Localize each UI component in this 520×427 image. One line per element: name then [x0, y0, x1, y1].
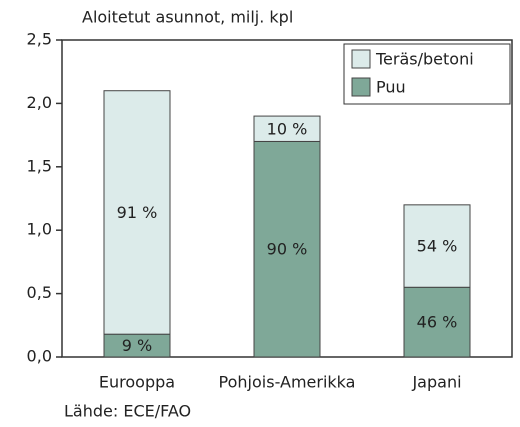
y-tick-label: 0,0 — [27, 347, 52, 366]
share-label: 54 % — [417, 237, 458, 256]
legend-swatch — [351, 77, 371, 97]
share-label: 46 % — [417, 313, 458, 332]
source: Lähde: ECE/FAO — [64, 402, 191, 421]
legend-swatch — [351, 49, 371, 69]
y-tick-label: 1,5 — [27, 156, 52, 175]
legend-label: Teräs/betoni — [375, 50, 474, 69]
legend-box — [343, 43, 511, 105]
x-tick-label: Pohjois-Amerikka — [219, 373, 356, 392]
x-tick-label: Japani — [411, 373, 461, 392]
legend-label: Puu — [376, 78, 406, 97]
bar-segment — [403, 286, 471, 358]
y-tick-label: 0,5 — [27, 283, 52, 302]
y-tick-label: 1,0 — [27, 220, 52, 239]
y-tick-label: 2,5 — [27, 30, 52, 49]
y-tick-label: 2,0 — [27, 93, 52, 112]
share-label: 10 % — [267, 119, 308, 138]
share-label: 91 % — [117, 203, 158, 222]
bar-segment — [103, 90, 171, 335]
share-label: 90 % — [267, 240, 308, 259]
bar-segment — [253, 140, 321, 358]
x-tick-label: Eurooppa — [99, 373, 175, 392]
chart-title: Aloitetut asunnot, milj. kpl — [82, 8, 293, 27]
bar-segment — [253, 115, 321, 142]
share-label: 9 % — [122, 336, 152, 355]
bar-segment — [403, 204, 471, 288]
